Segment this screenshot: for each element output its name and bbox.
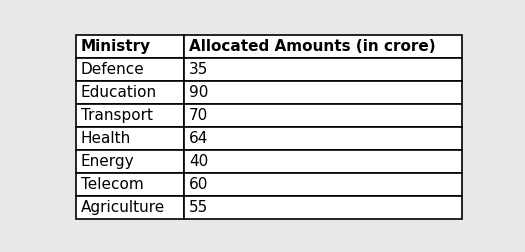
Text: 35: 35 [189, 62, 208, 77]
Text: 64: 64 [189, 131, 208, 146]
Bar [184, 127, 463, 150]
Bar [76, 104, 184, 127]
Text: Telecom: Telecom [81, 177, 143, 192]
Text: Allocated Amounts (in crore): Allocated Amounts (in crore) [189, 39, 436, 54]
Text: 55: 55 [189, 200, 208, 215]
Bar [184, 35, 463, 58]
Text: Transport: Transport [81, 108, 153, 123]
Bar [184, 104, 463, 127]
Bar [76, 127, 184, 150]
Text: Ministry: Ministry [81, 39, 151, 54]
Text: Energy: Energy [81, 154, 134, 169]
Text: Defence: Defence [81, 62, 144, 77]
Bar [184, 58, 463, 81]
Text: Education: Education [81, 85, 157, 100]
Bar [76, 150, 184, 173]
Bar [184, 81, 463, 104]
Bar [76, 58, 184, 81]
Bar [76, 81, 184, 104]
Text: 70: 70 [189, 108, 208, 123]
Bar [184, 173, 463, 196]
Bar [184, 150, 463, 173]
Text: Health: Health [81, 131, 131, 146]
Bar [76, 196, 184, 219]
Text: 90: 90 [189, 85, 208, 100]
Bar [184, 196, 463, 219]
Text: 60: 60 [189, 177, 208, 192]
Text: 40: 40 [189, 154, 208, 169]
Text: Agriculture: Agriculture [81, 200, 165, 215]
Bar [76, 35, 184, 58]
Bar [76, 173, 184, 196]
